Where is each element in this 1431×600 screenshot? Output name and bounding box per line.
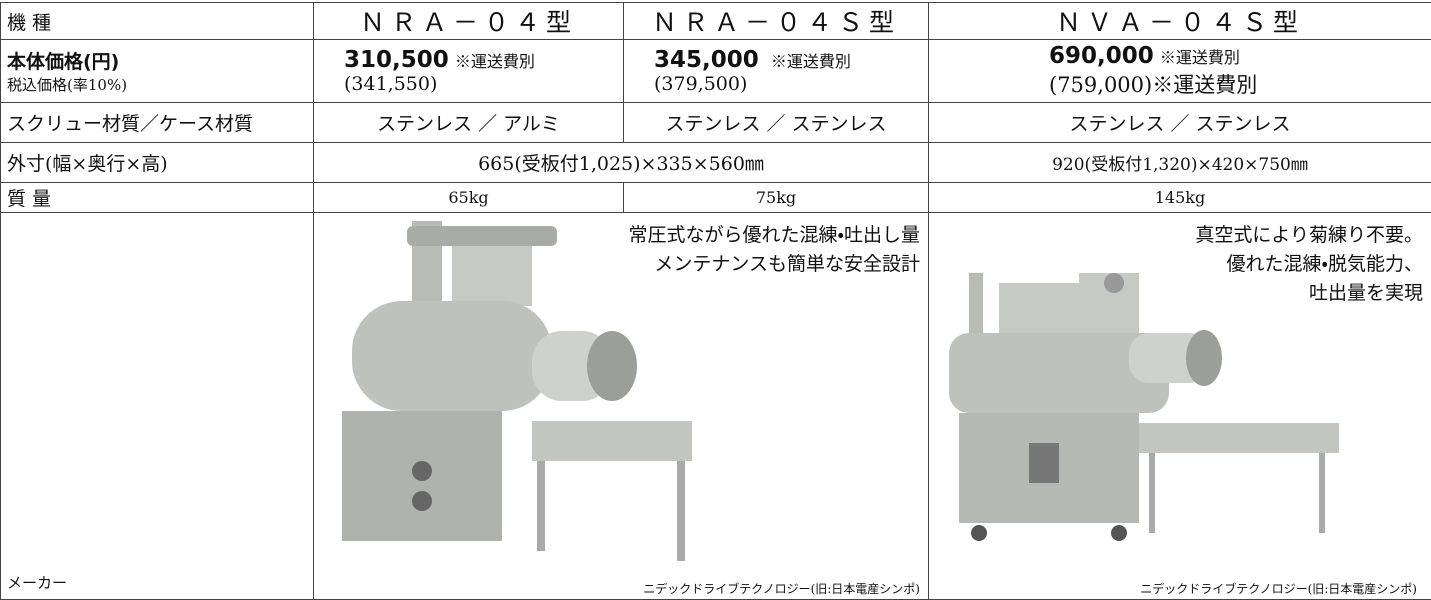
tax-price: (379,500) [654,73,922,95]
description-line: 常圧式ながら優れた混練・吐出し量 [629,221,920,250]
description: 真空式により菊練り不要。優れた混練・脱気能力、吐出量を実現 [1195,221,1423,308]
model-name: ＮＶＡ－０４Ｓ型 [929,3,1431,40]
maker-row: メーカー 常圧式ながら優れた混練・吐出し量メンテナンスも簡単な安全設計 ニデック… [1,213,1431,600]
row-label-cell: 本体価格(円)税込価格(率10%) [1,40,314,103]
description-line: メンテナンスも簡単な安全設計 [629,250,920,279]
price-cell: 310,500 ※運送費別 (341,550) [314,40,624,103]
price-cell: 690,000 ※運送費別 (759,000)※運送費別 [929,40,1431,103]
price-note: ※運送費別 [455,52,535,71]
tax-price: (759,000)※運送費別 [1049,69,1425,99]
model-name: ＮＲＡ－０４Ｓ型 [624,3,929,40]
description-line: 吐出量を実現 [1195,279,1423,308]
row-label: 質 量 [1,183,314,213]
price: 345,000 [654,47,759,73]
model-name: ＮＲＡ－０４型 [314,3,624,40]
maker-cell: 常圧式ながら優れた混練・吐出し量メンテナンスも簡単な安全設計 ニデックドライブテ… [314,213,929,600]
size-row: 外寸(幅×奥行×高) 665(受板付1,025)×335×560㎜ 920(受板… [1,143,1431,183]
maker-cell: 真空式により菊練り不要。優れた混練・脱気能力、吐出量を実現 ニデックドライブテク… [929,213,1431,600]
price-note: ※運送費別 [771,52,851,71]
row-label: メーカー [1,213,314,600]
price-row: 本体価格(円)税込価格(率10%) 310,500 ※運送費別 (341,550)… [1,40,1431,103]
price-cell: 345,000 ※運送費別 (379,500) [624,40,929,103]
mass: 65kg [314,183,624,213]
row-label: 本体価格(円) [7,47,307,74]
mass-row: 質 量 65kg 75kg 145kg [1,183,1431,213]
row-sublabel: 税込価格(率10%) [7,74,307,95]
size: 665(受板付1,025)×335×560㎜ [314,143,929,183]
size: 920(受板付1,320)×420×750㎜ [929,143,1431,183]
description-line: 優れた混練・脱気能力、 [1195,250,1423,279]
material: ステンレス ／ ステンレス [624,103,929,143]
product-image [949,263,1369,563]
mass: 145kg [929,183,1431,213]
material-row: スクリュー材質／ケース材質 ステンレス ／ アルミ ステンレス ／ ステンレス … [1,103,1431,143]
material: ステンレス ／ ステンレス [929,103,1431,143]
description: 常圧式ながら優れた混練・吐出し量メンテナンスも簡単な安全設計 [629,221,920,279]
tax-price: (341,550) [344,73,617,95]
maker-name: ニデックドライブテクノロジー(旧:日本電産シンポ) [1140,580,1417,597]
row-label: 外寸(幅×奥行×高) [1,143,314,183]
row-label: スクリュー材質／ケース材質 [1,103,314,143]
row-label: 機 種 [1,3,314,40]
material: ステンレス ／ アルミ [314,103,624,143]
mass: 75kg [624,183,929,213]
description-line: 真空式により菊練り不要。 [1195,221,1423,250]
price: 690,000 [1049,43,1154,69]
price-note: ※運送費別 [1160,48,1240,67]
price: 310,500 [344,47,449,73]
maker-name: ニデックドライブテクノロジー(旧:日本電産シンポ) [643,580,920,597]
header-row: 機 種 ＮＲＡ－０４型 ＮＲＡ－０４Ｓ型 ＮＶＡ－０４Ｓ型 [1,3,1431,40]
